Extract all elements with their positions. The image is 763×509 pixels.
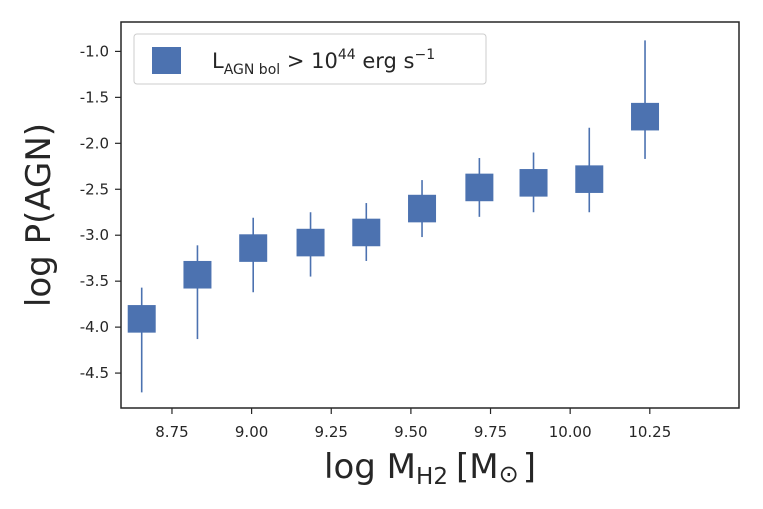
data-box bbox=[127, 305, 156, 333]
y-tick-label: -1.5 bbox=[80, 88, 109, 106]
data-box bbox=[352, 218, 381, 247]
data-box bbox=[296, 228, 325, 257]
legend-frame bbox=[133, 33, 487, 85]
data-box bbox=[408, 194, 437, 223]
y-tick-label: -3.5 bbox=[80, 272, 109, 290]
y-tick-label: -2.5 bbox=[80, 180, 109, 198]
data-box bbox=[465, 173, 494, 202]
x-tick-label: 10.25 bbox=[628, 423, 671, 441]
y-axis-ticks: -1.0 -1.5 -2.0 -2.5 -3.0 -3.5 -4.0 -4.5 bbox=[80, 42, 121, 382]
x-tick-label: 8.75 bbox=[155, 423, 188, 441]
legend-swatch bbox=[152, 47, 181, 74]
x-tick-label: 9.25 bbox=[315, 423, 348, 441]
x-axis-label: log MH2 [M⊙] bbox=[324, 447, 536, 490]
x-tick-label: 10.00 bbox=[549, 423, 592, 441]
data-box bbox=[519, 169, 548, 197]
x-axis-ticks: 8.75 9.00 9.25 9.50 9.75 10.00 10.25 bbox=[155, 408, 671, 441]
y-tick-label: -3.0 bbox=[80, 226, 109, 244]
data-box bbox=[631, 102, 660, 131]
y-tick-label: -1.0 bbox=[80, 42, 109, 60]
x-tick-label: 9.75 bbox=[474, 423, 507, 441]
x-tick-label: 9.50 bbox=[394, 423, 427, 441]
y-tick-label: -4.0 bbox=[80, 318, 109, 336]
data-marks bbox=[127, 40, 660, 393]
data-box bbox=[575, 165, 604, 193]
y-tick-label: -4.5 bbox=[80, 364, 109, 382]
x-tick-label: 9.00 bbox=[235, 423, 268, 441]
y-axis-label: log P(AGN) bbox=[19, 123, 59, 307]
legend-label: LAGN bol > 1044 erg s−1 bbox=[212, 47, 435, 78]
legend: LAGN bol > 1044 erg s−1 bbox=[133, 33, 487, 85]
plot-frame bbox=[120, 21, 740, 409]
y-tick-label: -2.0 bbox=[80, 134, 109, 152]
data-box bbox=[239, 234, 268, 262]
data-box bbox=[183, 260, 212, 289]
